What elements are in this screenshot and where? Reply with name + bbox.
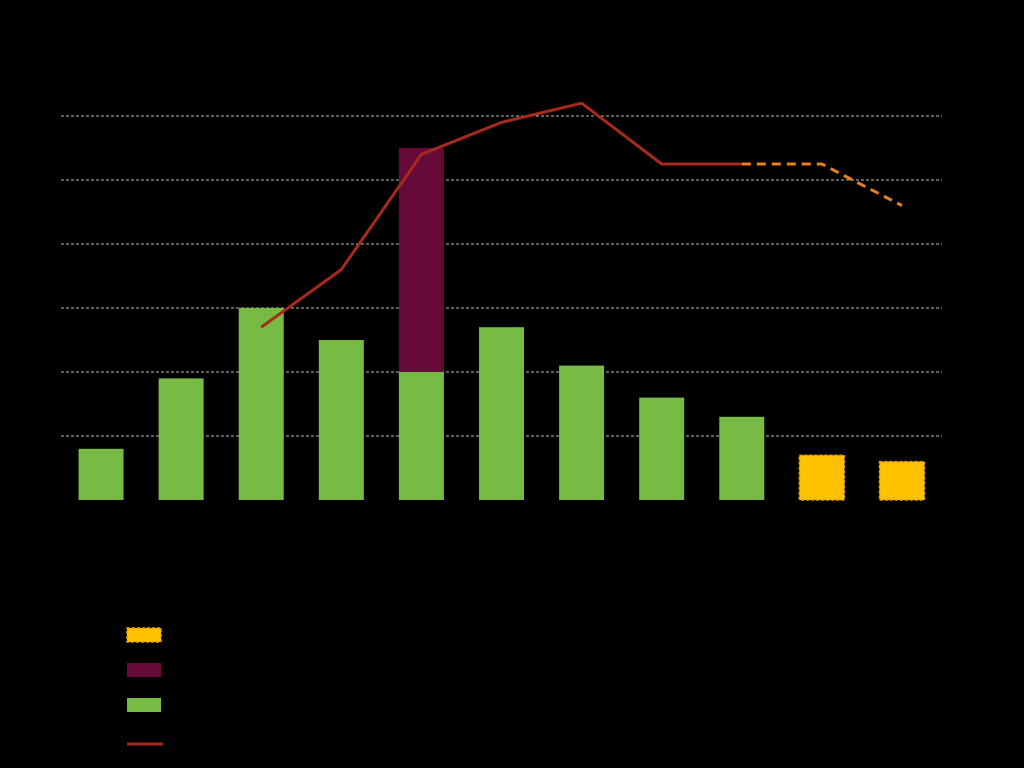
bar xyxy=(318,340,364,500)
bar xyxy=(719,416,765,500)
legend-swatch xyxy=(126,627,162,643)
legend-swatch xyxy=(127,698,161,712)
legend-swatch xyxy=(127,663,161,677)
bar xyxy=(639,397,685,500)
bar xyxy=(798,454,846,501)
bar xyxy=(78,448,124,500)
bar xyxy=(238,308,284,500)
line xyxy=(260,101,742,329)
bar xyxy=(559,365,605,500)
bar xyxy=(878,460,926,501)
bar xyxy=(158,378,204,500)
bar xyxy=(398,148,444,372)
line xyxy=(741,162,903,207)
bar xyxy=(398,372,444,500)
bar xyxy=(479,327,524,500)
